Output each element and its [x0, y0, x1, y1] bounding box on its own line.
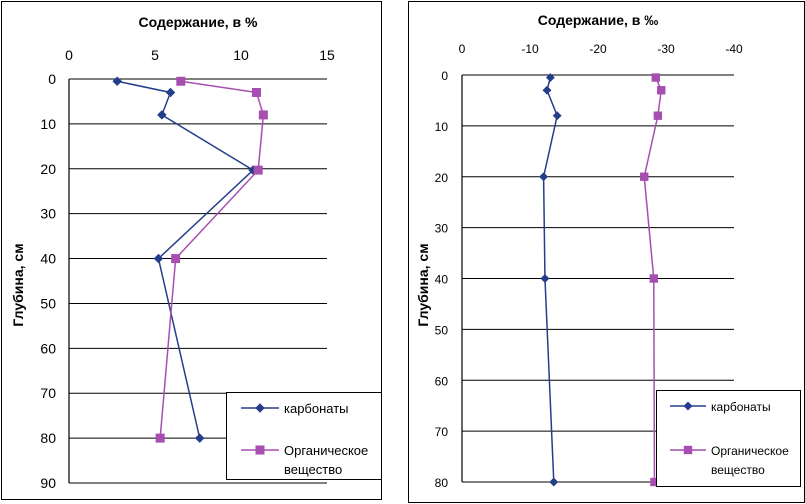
data-point-left-0-4: [153, 253, 164, 264]
data-point-right-0-5: [549, 477, 559, 487]
y-tick-label-right-1: 10: [435, 120, 449, 134]
data-point-left-0-0: [112, 76, 123, 87]
legend-label-left-0: карбонаты: [284, 401, 349, 416]
y-tick-label-right-7: 70: [435, 425, 449, 439]
data-point-right-0-1: [542, 85, 552, 95]
y-tick-label-left-5: 50: [40, 295, 56, 311]
legend-marker-right-0: [683, 401, 693, 411]
data-point-left-1-4: [171, 254, 181, 264]
y-tick-label-left-9: 90: [40, 475, 56, 491]
data-point-right-0-4: [540, 273, 550, 284]
data-point-right-1-4: [649, 274, 658, 283]
x-tick-label-left-3: 15: [319, 47, 335, 63]
data-point-right-1-2: [653, 111, 663, 120]
y-tick-label-left-4: 40: [40, 251, 56, 267]
legend-marker-left-0: [255, 403, 265, 413]
y-tick-label-left-6: 60: [40, 340, 56, 356]
data-point-right-1-5: [650, 477, 659, 487]
y-tick-label-left-3: 30: [40, 206, 56, 222]
y-tick-label-right-2: 20: [435, 171, 449, 185]
x-tick-label-right-4: -40: [725, 42, 743, 56]
y-tick-label-right-3: 30: [435, 222, 449, 236]
data-point-right-1-1: [657, 86, 666, 95]
y-tick-label-right-4: 40: [435, 273, 449, 287]
legend-label-right-1-line1: Органическое: [711, 444, 789, 458]
data-point-left-0-5: [194, 433, 205, 443]
y-tick-label-left-2: 20: [40, 161, 56, 177]
data-point-left-0-1: [165, 87, 176, 98]
legend-marker-left-1: [255, 445, 265, 455]
chart-title-right: Содержание, в ‰: [538, 12, 659, 28]
series-line-left-0: [117, 80, 255, 439]
y-tick-label-left-0: 0: [48, 71, 56, 87]
chart-title-left: Содержание, в %: [139, 14, 259, 30]
y-tick-label-right-6: 60: [435, 374, 449, 388]
legend-box-left: [226, 392, 382, 480]
x-tick-label-right-2: -20: [589, 42, 607, 56]
legend-label-right-0: карбонаты: [711, 400, 771, 414]
x-tick-label-right-1: -10: [521, 42, 539, 56]
data-point-left-1-0: [176, 76, 186, 86]
series-line-left-1: [159, 80, 265, 439]
x-tick-label-left-1: 5: [151, 47, 159, 63]
data-point-right-1-0: [651, 73, 660, 82]
x-tick-label-right-3: -30: [657, 42, 675, 56]
y-axis-label-left: Глубина, см: [10, 243, 26, 326]
data-point-left-1-1: [251, 87, 261, 97]
chart-frame-left: [1, 1, 382, 500]
data-point-left-0-2: [157, 110, 167, 120]
legend-label-left-1-line2: вещество: [284, 462, 342, 477]
legend-label-left-1: Органическое вещество: [284, 443, 368, 477]
data-point-left-1-2: [258, 110, 268, 120]
legend-label-right-1: Органическое вещество: [711, 444, 789, 477]
data-point-right-1-3: [640, 172, 649, 181]
legend-label-right-1-line2: вещество: [711, 463, 765, 477]
y-tick-label-right-8: 80: [435, 476, 449, 490]
legend-label-left-1-line1: Органическое: [284, 443, 368, 458]
x-tick-label-left-0: 0: [65, 47, 73, 63]
y-tick-label-left-1: 10: [40, 116, 56, 132]
x-tick-label-right-0: 0: [459, 42, 466, 56]
data-point-left-1-3: [253, 165, 263, 175]
data-point-right-0-0: [545, 72, 555, 83]
y-tick-label-right-5: 50: [435, 323, 449, 337]
y-axis-label-right: Глубина, см: [415, 243, 431, 326]
y-tick-label-right-0: 0: [441, 69, 448, 83]
y-tick-label-left-7: 70: [40, 385, 56, 401]
data-point-left-1-5: [155, 433, 165, 443]
legend-marker-right-1: [683, 445, 693, 455]
x-tick-label-left-2: 10: [233, 47, 249, 63]
data-point-right-0-2: [552, 111, 562, 121]
y-tick-label-left-8: 80: [40, 430, 56, 446]
data-point-right-0-3: [539, 172, 549, 182]
